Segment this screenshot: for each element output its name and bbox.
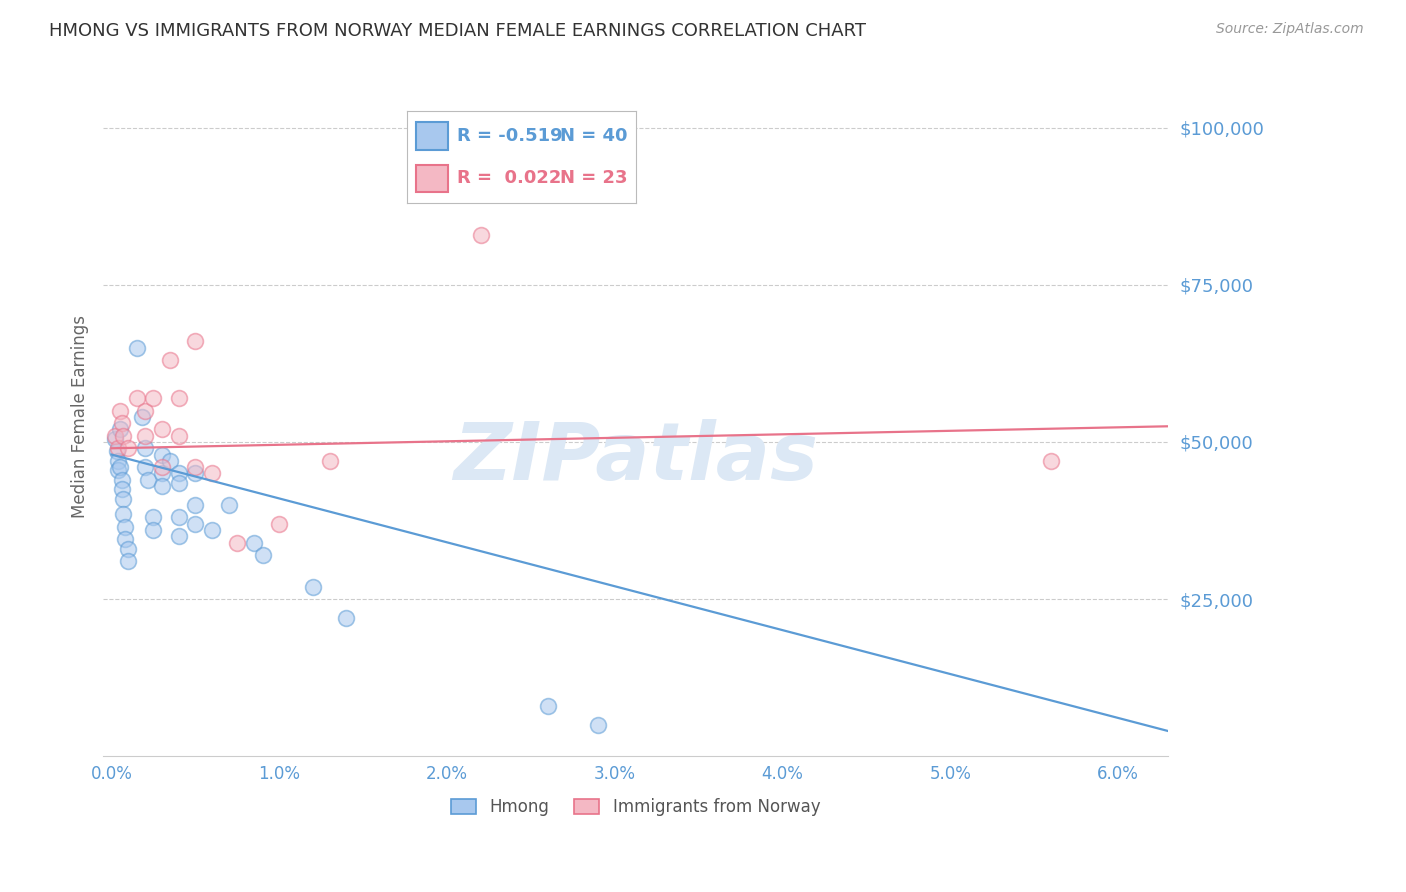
- Point: [114, 520, 136, 534]
- Legend: Hmong, Immigrants from Norway: Hmong, Immigrants from Norway: [444, 791, 827, 822]
- Text: HMONG VS IMMIGRANTS FROM NORWAY MEDIAN FEMALE EARNINGS CORRELATION CHART: HMONG VS IMMIGRANTS FROM NORWAY MEDIAN F…: [49, 22, 866, 40]
- Point: [112, 491, 135, 506]
- Point: [107, 463, 129, 477]
- Point: [134, 442, 156, 456]
- Point: [142, 391, 165, 405]
- Point: [150, 460, 173, 475]
- Point: [218, 498, 240, 512]
- Point: [117, 442, 139, 456]
- Point: [110, 482, 132, 496]
- Point: [201, 467, 224, 481]
- Point: [134, 460, 156, 475]
- Point: [142, 510, 165, 524]
- Point: [142, 523, 165, 537]
- Point: [150, 479, 173, 493]
- Point: [159, 454, 181, 468]
- Point: [1040, 454, 1063, 468]
- Point: [114, 533, 136, 547]
- Point: [125, 341, 148, 355]
- Point: [107, 442, 129, 456]
- Text: Source: ZipAtlas.com: Source: ZipAtlas.com: [1216, 22, 1364, 37]
- Point: [117, 554, 139, 568]
- Point: [269, 516, 291, 531]
- Point: [184, 498, 207, 512]
- Point: [167, 475, 190, 490]
- Point: [112, 508, 135, 522]
- Point: [167, 529, 190, 543]
- Point: [107, 454, 129, 468]
- Point: [335, 611, 357, 625]
- Point: [184, 460, 207, 475]
- Point: [252, 548, 274, 562]
- Point: [201, 523, 224, 537]
- Point: [112, 428, 135, 442]
- Point: [108, 460, 131, 475]
- Point: [184, 516, 207, 531]
- Point: [138, 473, 160, 487]
- Point: [110, 416, 132, 430]
- Point: [537, 698, 560, 713]
- Point: [110, 473, 132, 487]
- Point: [150, 467, 173, 481]
- Point: [184, 334, 207, 349]
- Point: [134, 428, 156, 442]
- Point: [243, 535, 266, 549]
- Point: [159, 353, 181, 368]
- Point: [470, 227, 492, 242]
- Point: [586, 718, 609, 732]
- Point: [104, 432, 127, 446]
- Point: [108, 422, 131, 436]
- Point: [318, 454, 340, 468]
- Point: [150, 422, 173, 436]
- Point: [134, 403, 156, 417]
- Point: [184, 467, 207, 481]
- Point: [108, 403, 131, 417]
- Point: [226, 535, 249, 549]
- Point: [167, 391, 190, 405]
- Point: [104, 428, 127, 442]
- Point: [302, 580, 325, 594]
- Point: [131, 409, 153, 424]
- Point: [105, 444, 128, 458]
- Point: [167, 510, 190, 524]
- Y-axis label: Median Female Earnings: Median Female Earnings: [72, 316, 89, 518]
- Point: [117, 541, 139, 556]
- Point: [167, 428, 190, 442]
- Point: [150, 448, 173, 462]
- Point: [125, 391, 148, 405]
- Text: ZIPatlas: ZIPatlas: [453, 418, 818, 497]
- Point: [486, 178, 509, 192]
- Point: [167, 467, 190, 481]
